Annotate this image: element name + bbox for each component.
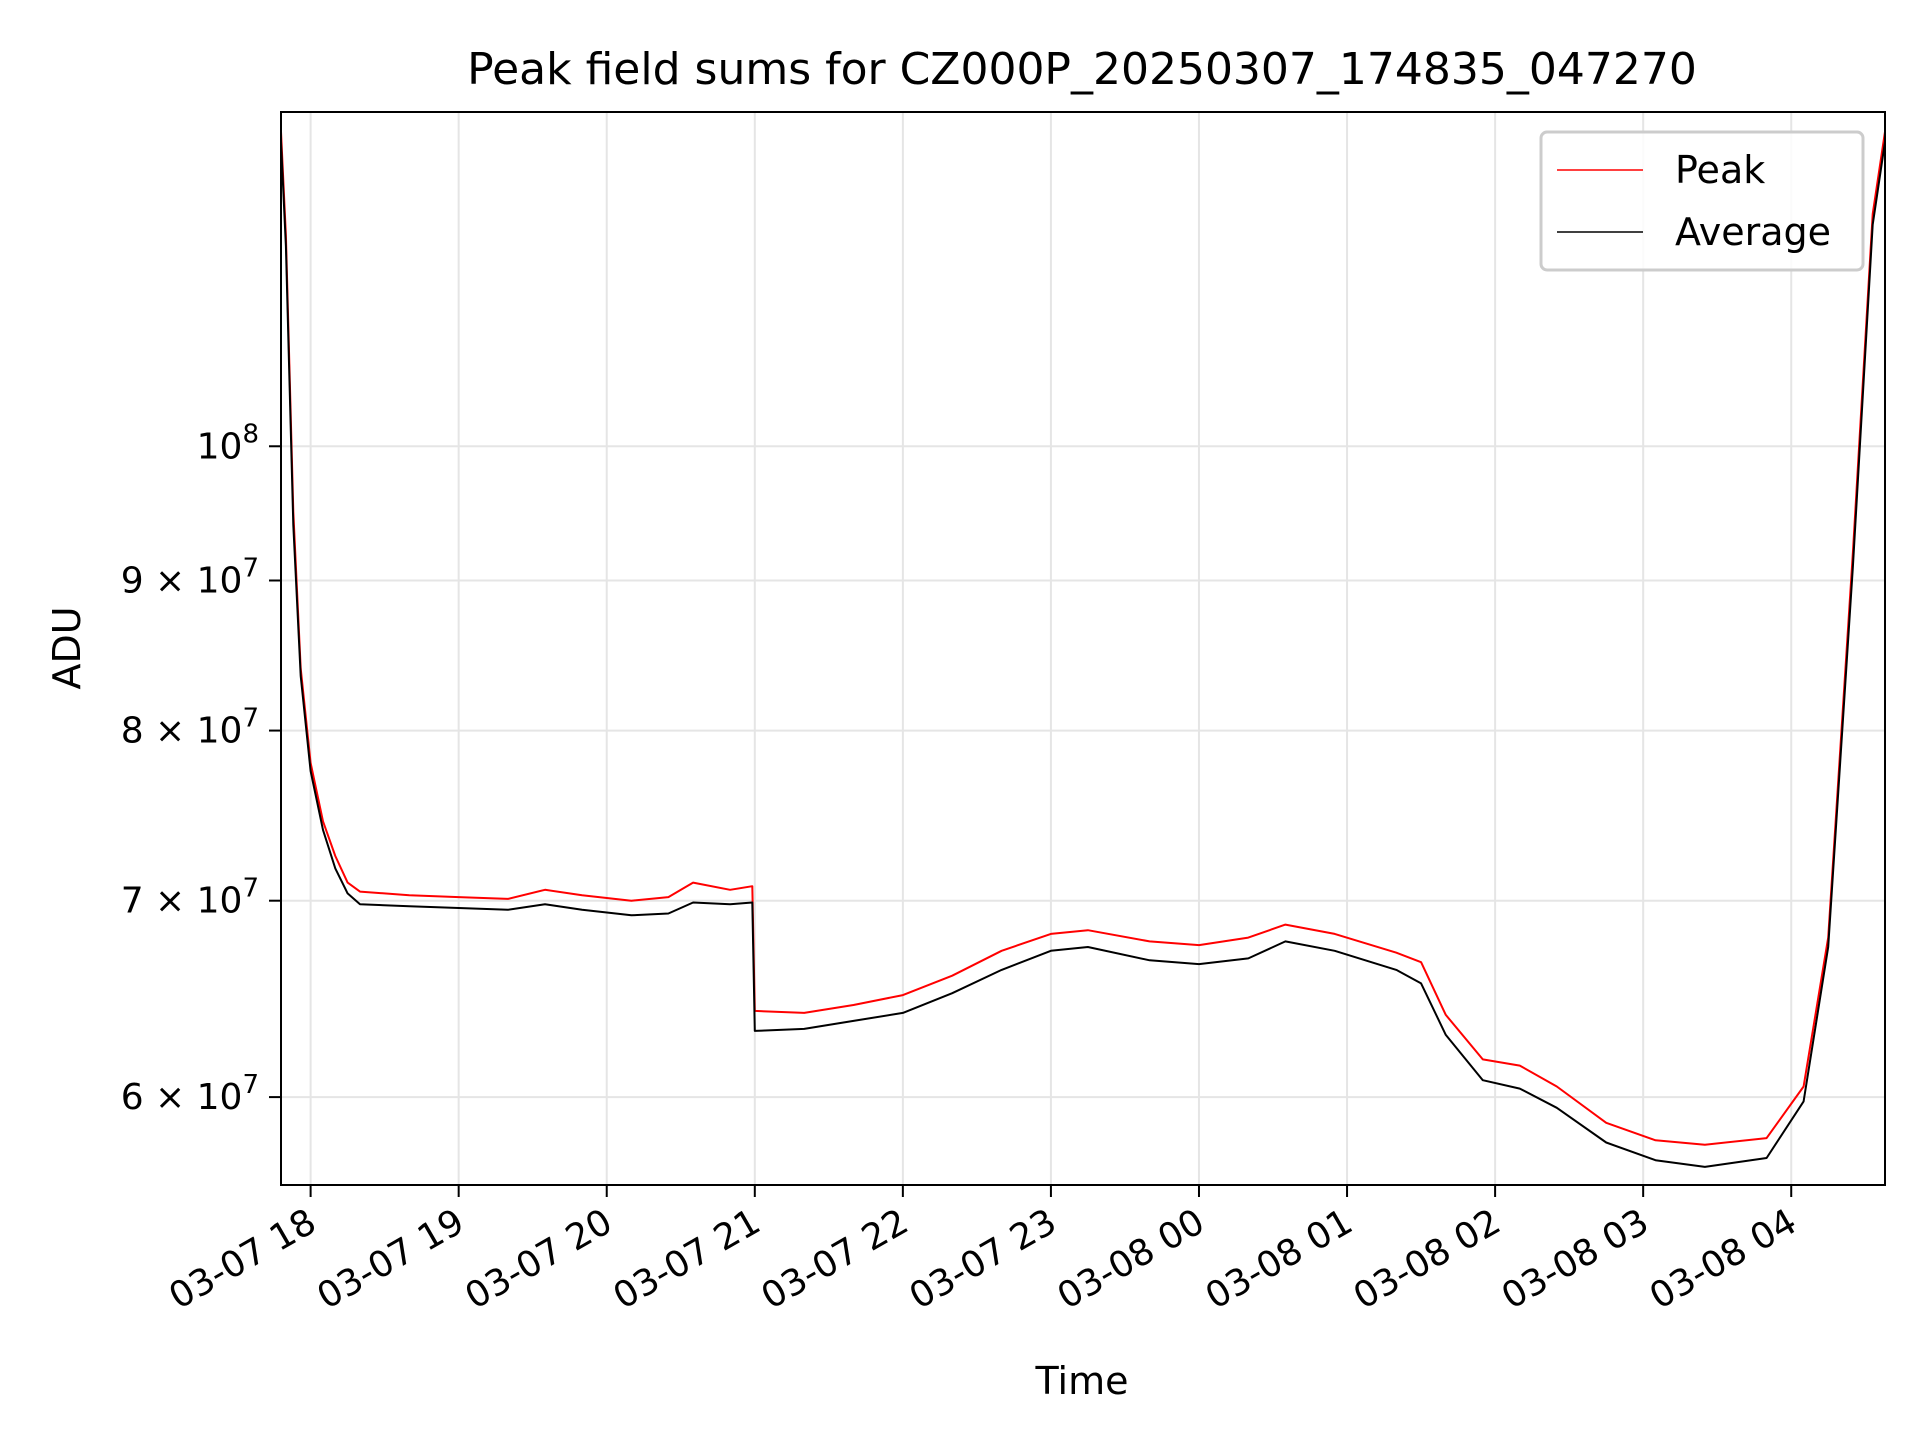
y-tick-label-exponent: 8 — [242, 419, 259, 449]
plot-frame — [280, 111, 1886, 1186]
legend-label-peak: Peak — [1675, 148, 1765, 192]
x-axis-label: Time — [1035, 1359, 1129, 1403]
y-tick-label-exponent: 7 — [242, 874, 259, 904]
y-tick-label: 8 × 107 — [121, 704, 259, 752]
series-layer — [281, 131, 1885, 1168]
y-tick-label: 6 × 107 — [121, 1070, 259, 1118]
y-tick-label: 9 × 107 — [121, 554, 259, 602]
series-line-average — [281, 141, 1885, 1168]
legend: Peak Average — [1539, 130, 1865, 272]
grid-layer — [281, 112, 1885, 1185]
y-tick-label: 108 — [197, 419, 259, 467]
y-tick-label-base: 7 × 10 — [121, 881, 243, 922]
series-line-peak — [281, 131, 1885, 1146]
y-tick-label-base: 6 × 10 — [121, 1077, 243, 1118]
y-tick-label-exponent: 7 — [242, 704, 259, 734]
chart-title: Peak field sums for CZ000P_20250307_1748… — [467, 44, 1697, 95]
y-tick-label: 7 × 107 — [121, 874, 259, 922]
legend-box — [1539, 130, 1865, 272]
y-tick-label-base: 10 — [197, 426, 243, 467]
y-tick-label-base: 8 × 10 — [121, 711, 243, 752]
legend-label-average: Average — [1675, 210, 1831, 254]
y-tick-label-base: 9 × 10 — [121, 561, 243, 602]
y-tick-label-exponent: 7 — [242, 1070, 259, 1100]
y-axis-label: ADU — [45, 606, 89, 689]
y-tick-label-exponent: 7 — [242, 554, 259, 584]
